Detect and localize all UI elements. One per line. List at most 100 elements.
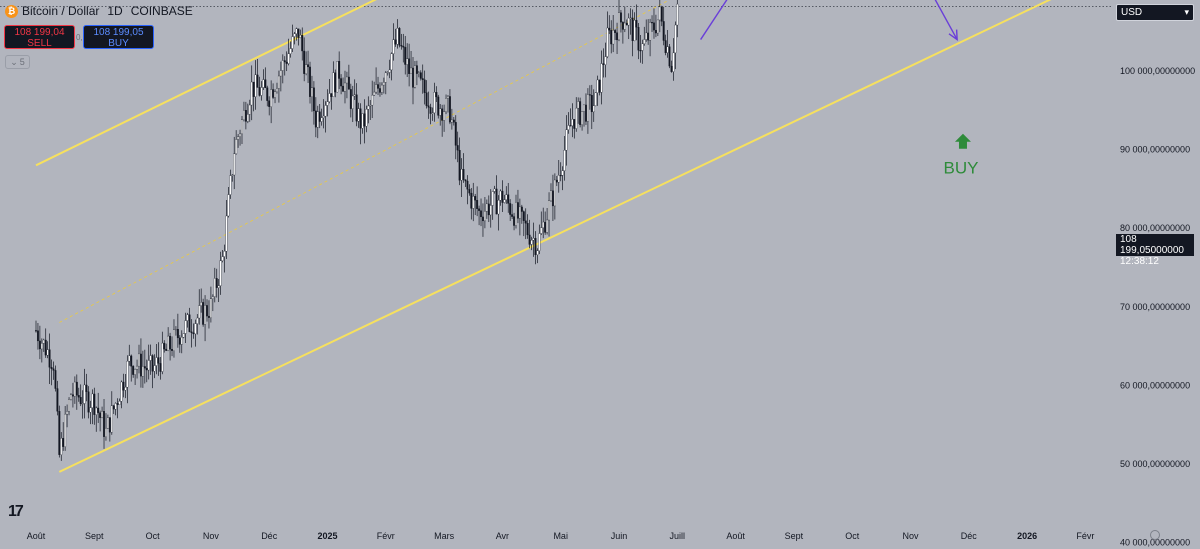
candle-body — [118, 401, 121, 405]
candle-body — [165, 348, 168, 351]
candle-body — [567, 125, 570, 130]
candle-body — [318, 111, 321, 122]
candle-body — [105, 427, 107, 437]
candle-body — [182, 333, 185, 338]
candle-body — [674, 24, 677, 54]
candle-body — [625, 22, 628, 26]
buy-label: BUY — [108, 38, 129, 49]
indicator-count: 5 — [19, 57, 25, 67]
sell-price: 108 199,04 — [14, 27, 65, 38]
candle-body — [544, 221, 547, 233]
tradingview-logo-icon[interactable]: 17 — [8, 503, 24, 520]
candle-body — [281, 60, 284, 71]
candle-body — [320, 117, 323, 122]
candle-body — [606, 27, 609, 57]
candle-body — [670, 65, 673, 72]
candle-body — [660, 6, 663, 22]
candle-body — [114, 403, 117, 410]
candle-body — [52, 368, 55, 371]
candle-body — [569, 125, 572, 127]
candle-body — [225, 215, 228, 252]
candle-body — [559, 175, 562, 177]
candle-body — [171, 349, 173, 351]
candle-body — [594, 92, 597, 106]
candle-body — [614, 30, 617, 33]
gear-icon[interactable] — [1150, 530, 1160, 540]
candle-body — [340, 78, 343, 87]
candle-body — [489, 205, 492, 216]
candle-body — [491, 191, 494, 206]
candle-body — [536, 250, 539, 255]
sell-button[interactable]: 108 199,04 SELL — [4, 25, 75, 49]
candle-body — [56, 388, 59, 412]
candle-body — [159, 363, 162, 372]
candle-body — [237, 136, 240, 140]
candle-body — [342, 85, 344, 92]
candle-body — [480, 210, 482, 218]
candle-body — [79, 397, 82, 404]
arrow-up-icon — [954, 133, 971, 149]
candle-body — [621, 22, 624, 30]
candle-body — [645, 32, 648, 40]
candle-body — [402, 46, 405, 48]
x-tick-label: Mars — [434, 531, 454, 541]
candle-body — [651, 22, 653, 24]
candle-body — [612, 30, 615, 45]
candle-body — [314, 110, 317, 128]
symbol-header[interactable]: ₿ Bitcoin / Dollar 1D COINBASE — [5, 4, 193, 18]
candle-body — [497, 200, 500, 215]
candle-body — [474, 196, 477, 201]
candle-body — [211, 296, 214, 299]
y-tick-label: 100 000,00000000 — [1120, 66, 1195, 76]
candle-body — [231, 174, 234, 176]
candle-body — [522, 211, 525, 221]
candle-body — [293, 33, 296, 37]
y-tick-label: 90 000,00000000 — [1120, 145, 1190, 155]
candle-body — [448, 96, 451, 123]
candle-body — [215, 278, 218, 288]
candle-body — [565, 129, 568, 151]
candle-body — [264, 79, 267, 88]
candle-body — [112, 405, 115, 410]
candle-body — [404, 47, 407, 65]
candle-body — [379, 88, 381, 93]
candle-body — [242, 110, 245, 120]
candle-body — [204, 305, 207, 325]
candle-body — [635, 20, 638, 28]
candle-body — [351, 95, 354, 109]
candle-body — [520, 206, 523, 212]
candle-body — [550, 190, 552, 201]
candle-body — [433, 92, 436, 114]
candle-body — [415, 65, 418, 74]
currency-select[interactable]: USD ▾ — [1116, 4, 1194, 21]
interval-label[interactable]: 1D — [107, 4, 123, 18]
candle-body — [311, 87, 313, 97]
candle-body — [375, 84, 378, 93]
current-price: 108 199,05000000 — [1120, 234, 1184, 256]
candle-body — [575, 107, 578, 129]
indicator-collapse-button[interactable]: ⌄ 5 — [5, 55, 30, 69]
candle-body — [71, 394, 74, 397]
buy-button[interactable]: 108 199,05 BUY — [83, 25, 154, 49]
candle-body — [122, 381, 125, 391]
candle-body — [439, 108, 442, 116]
candle-body — [662, 21, 665, 41]
candle-body — [654, 29, 657, 34]
candle-body — [583, 104, 585, 112]
candle-body — [132, 366, 135, 375]
candle-body — [326, 101, 329, 106]
x-tick-label: Juin — [611, 531, 628, 541]
candle-body — [192, 332, 195, 335]
x-tick-label: Juill — [670, 531, 686, 541]
candle-body — [526, 223, 529, 236]
candle-body — [120, 381, 123, 402]
candle-body — [272, 89, 275, 98]
candle-body — [347, 76, 350, 90]
projection-path — [700, 0, 958, 40]
candle-body — [511, 214, 514, 217]
exchange-label: COINBASE — [130, 4, 193, 18]
candle-body — [542, 221, 545, 228]
candle-body — [35, 330, 37, 332]
candle-body — [668, 46, 671, 67]
